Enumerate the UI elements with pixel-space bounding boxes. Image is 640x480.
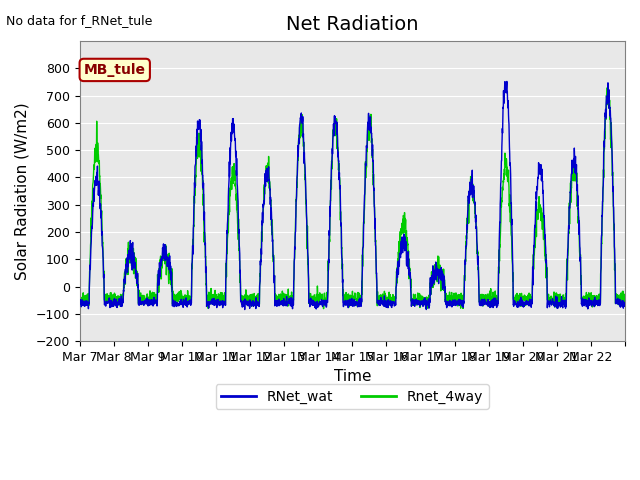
Line: Rnet_4way: Rnet_4way — [79, 88, 625, 309]
Rnet_4way — [385, 289, 393, 295]
RNet_wat — [385, 300, 393, 306]
RNet_wat — [248, 301, 256, 307]
RNet_wat — [548, 302, 556, 308]
Title: Net Radiation: Net Radiation — [286, 15, 419, 34]
RNet_wat — [621, 302, 629, 308]
Rnet_4way — [547, 294, 555, 300]
Text: No data for f_RNet_tule: No data for f_RNet_tule — [6, 14, 153, 27]
Rnet_4way — [248, 300, 255, 306]
X-axis label: Time: Time — [333, 370, 371, 384]
RNet_wat — [517, 294, 525, 300]
Rnet_4way — [604, 85, 611, 91]
RNet_wat — [503, 79, 511, 84]
Text: MB_tule: MB_tule — [84, 63, 146, 77]
Rnet_4way — [76, 297, 83, 302]
Rnet_4way — [516, 294, 524, 300]
Line: RNet_wat: RNet_wat — [79, 82, 625, 310]
RNet_wat — [614, 295, 621, 301]
RNet_wat — [131, 253, 138, 259]
Y-axis label: Solar Radiation (W/m2): Solar Radiation (W/m2) — [15, 102, 30, 280]
Rnet_4way — [614, 298, 621, 303]
Rnet_4way — [131, 250, 138, 256]
Legend: RNet_wat, Rnet_4way: RNet_wat, Rnet_4way — [216, 384, 489, 409]
RNet_wat — [241, 307, 248, 312]
RNet_wat — [76, 299, 83, 305]
Rnet_4way — [320, 306, 328, 312]
Rnet_4way — [621, 297, 629, 303]
